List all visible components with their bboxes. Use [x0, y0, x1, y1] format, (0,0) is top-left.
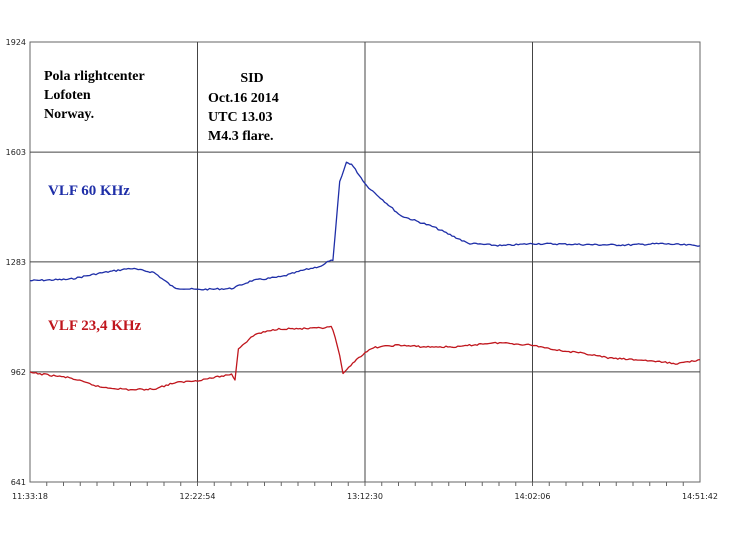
y-tick-label: 962	[11, 368, 26, 377]
event-flare: M4.3 flare.	[208, 129, 273, 144]
event-date: Oct.16 2014	[208, 91, 279, 106]
y-ticks: 1924 1603 1283 962 641	[6, 38, 26, 487]
x-tick-label: 12:22:54	[180, 492, 216, 501]
x-tick-label: 14:02:06	[515, 492, 551, 501]
x-ticks: 11:33:18 12:22:54 13:12:30 14:02:06 14:51:42	[12, 482, 718, 501]
station-line-3: Norway.	[44, 107, 94, 122]
event-title: SID	[240, 71, 263, 86]
series-lines	[29, 161, 701, 391]
series-label-vlf234: VLF 23,4 KHz	[48, 318, 142, 334]
station-line-1: Pola rlightcenter	[44, 69, 145, 84]
x-tick-label: 14:51:42	[682, 492, 718, 501]
series-label-vlf60: VLF 60 KHz	[48, 183, 130, 199]
grid	[30, 42, 700, 482]
y-tick-label: 1924	[6, 38, 26, 47]
station-line-2: Lofoten	[44, 88, 91, 103]
x-tick-label: 13:12:30	[347, 492, 383, 501]
event-time: UTC 13.03	[208, 110, 273, 125]
y-tick-label: 641	[11, 478, 26, 487]
series-line-vlf234	[29, 325, 701, 391]
y-tick-label: 1603	[6, 148, 26, 157]
x-tick-label: 11:33:18	[12, 492, 48, 501]
y-tick-label: 1283	[6, 258, 26, 267]
series-line-vlf60	[30, 161, 701, 291]
